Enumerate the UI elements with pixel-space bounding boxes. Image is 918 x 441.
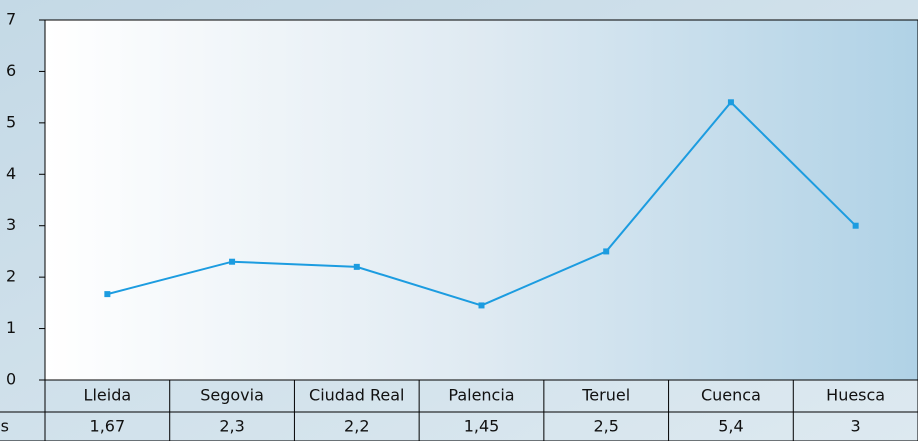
- table: [44, 379, 918, 441]
- point: [727, 99, 734, 106]
- point: [353, 263, 360, 270]
- value-label: 2,5: [593, 417, 618, 436]
- y-tick-label: 7: [6, 10, 16, 29]
- point: [229, 258, 236, 265]
- x-tick-label: Cuenca: [701, 386, 761, 405]
- x-tick-label: Lleida: [84, 386, 132, 405]
- point: [104, 291, 111, 298]
- y-tick-label: 1: [6, 318, 16, 337]
- y-tick-label: 0: [6, 370, 16, 389]
- value-label: 1,67: [90, 417, 126, 436]
- x-tick-label: Palencia: [448, 386, 514, 405]
- point: [603, 248, 610, 255]
- legend-label: s: [1, 417, 9, 436]
- y-tick-label: 6: [6, 61, 16, 80]
- y-tick-label: 2: [6, 267, 16, 286]
- x-tick-label: Teruel: [581, 386, 630, 405]
- point: [852, 222, 859, 229]
- plot-area: [44, 19, 918, 381]
- x-tick-label: Ciudad Real: [309, 386, 404, 405]
- value-label: 2,3: [219, 417, 244, 436]
- y-tick-label: 4: [6, 164, 16, 183]
- y-tick-label: 3: [6, 215, 16, 234]
- value-label: 3: [851, 417, 861, 436]
- y-tick-label: 5: [6, 112, 16, 131]
- value-label: 1,45: [464, 417, 500, 436]
- x-tick-label: Segovia: [200, 386, 264, 405]
- x-tick-label: Huesca: [826, 386, 885, 405]
- value-label: 5,4: [718, 417, 743, 436]
- point: [478, 302, 485, 309]
- value-label: 2,2: [344, 417, 369, 436]
